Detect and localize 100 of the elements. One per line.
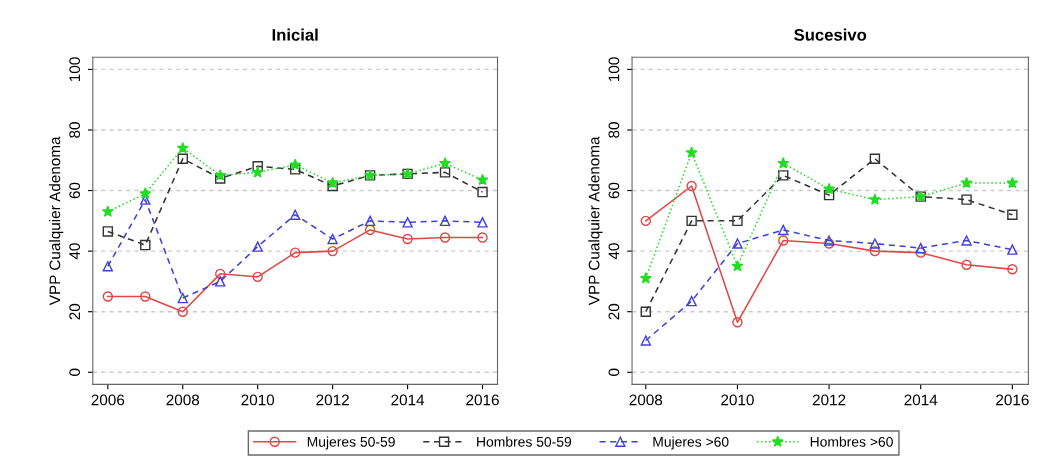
legend-label: Hombres 50-59 [477,436,572,447]
point [778,224,789,236]
point [1007,244,1018,255]
y-tick-label: 0 [69,368,81,376]
point [102,261,114,272]
point [289,164,301,175]
y-tick-label: 60 [608,182,620,199]
point [778,170,789,181]
point [961,259,972,270]
y-tick-label: 100 [69,57,81,81]
point [732,238,743,249]
x-tick-label: 2008 [166,394,200,406]
point [868,193,881,205]
x-tick-label: 2016 [996,394,1029,406]
point [640,335,652,346]
point [477,217,488,228]
point [640,306,652,317]
y-tick-label: 0 [608,368,620,376]
point [639,272,652,284]
x-tick-label: 2008 [629,394,663,406]
point [252,241,263,252]
point [1006,176,1019,189]
point [252,271,263,283]
legend-label: Mujeres 50-59 [307,436,395,450]
x-tick-label: 2016 [466,394,499,406]
point [915,247,926,258]
point [439,232,451,243]
x-tick-label: 2010 [241,394,275,406]
x-tick-label: 2012 [316,394,349,406]
point [364,215,376,227]
x-tick-label: 2010 [721,394,754,406]
point [215,268,226,280]
point [439,157,452,169]
point [869,238,881,249]
y-axis-title: VPP Cualquier Adenoma [49,136,64,306]
point [961,235,972,246]
y-tick-label: 40 [608,243,620,260]
legend-label: Mujeres >60 [653,436,729,450]
point [960,176,973,189]
chart-title: Sucesivo [794,28,867,41]
point [102,291,114,302]
y-tick-label: 20 [608,303,620,320]
x-tick-label: 2006 [91,394,125,406]
point [477,232,488,243]
point [1007,264,1018,275]
point [140,239,151,251]
chart-title: Inicial [272,28,318,41]
point [915,242,926,254]
point [215,173,226,184]
point [869,245,881,257]
point [732,215,743,227]
point [961,194,972,205]
point [252,161,263,172]
y-tick-label: 40 [69,243,81,260]
point [1007,209,1018,220]
y-tick-label: 60 [69,182,81,199]
point [176,141,189,154]
point [640,215,652,227]
y-tick-label: 80 [608,122,620,138]
x-tick-label: 2012 [812,394,846,406]
point [364,224,376,236]
point [102,226,114,237]
point [685,146,698,158]
point [251,166,264,178]
point [101,205,114,217]
point [439,215,451,227]
point [215,276,226,287]
point [778,235,789,246]
point [177,292,188,304]
point [289,209,301,220]
point [731,260,744,272]
point [477,186,488,198]
point [686,215,697,227]
point [326,176,339,189]
point [439,167,451,178]
point [289,158,302,170]
legend-label: Hombres >60 [810,436,893,447]
point [327,245,338,257]
point [686,295,697,307]
point [476,173,489,186]
x-tick-label: 2014 [904,394,938,406]
x-tick-label: 2014 [391,394,425,406]
point [177,306,188,317]
point [686,180,697,192]
point [732,317,743,328]
point [289,247,301,258]
point [402,233,413,245]
point [777,157,790,169]
point [139,187,152,199]
point [177,153,188,164]
point [869,153,881,164]
point [823,182,836,195]
y-axis-title: VPP Cualquier Adenoma [588,136,603,306]
point [214,169,227,181]
y-tick-label: 100 [608,57,620,81]
point [140,291,151,302]
y-tick-label: 80 [69,122,81,138]
point [327,233,338,245]
point [327,180,338,192]
point [402,217,413,228]
